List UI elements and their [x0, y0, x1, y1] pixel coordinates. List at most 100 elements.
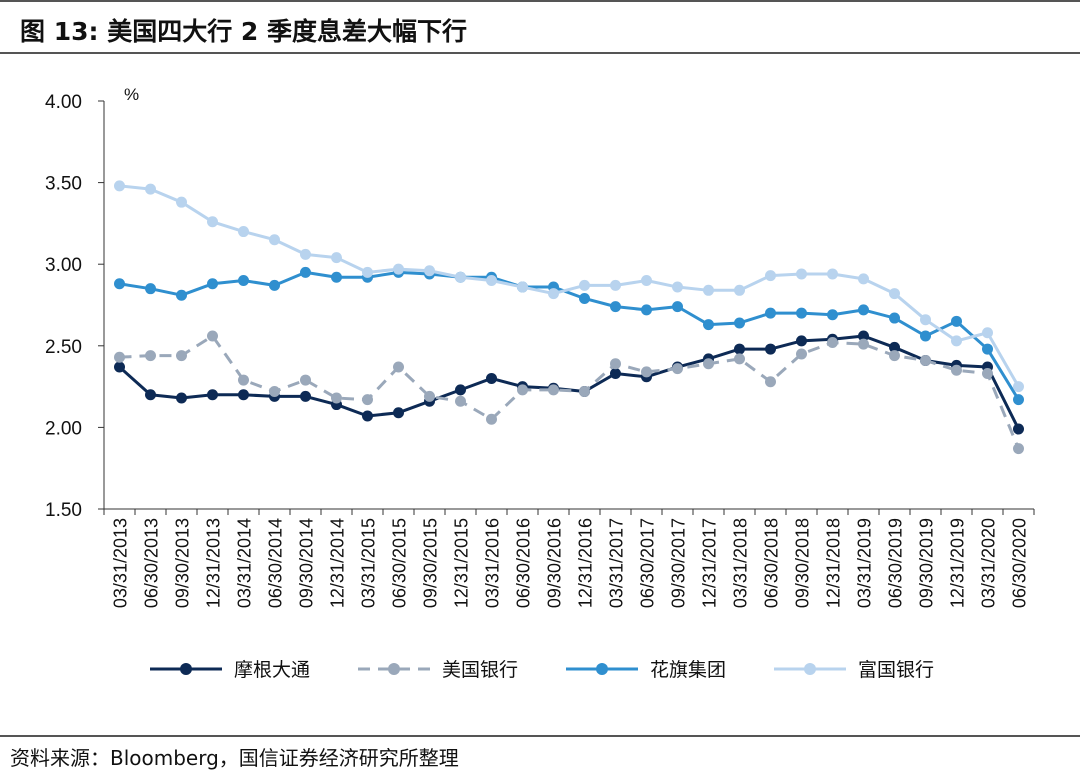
legend-item: 花旗集团	[566, 659, 726, 681]
data-point	[1013, 423, 1024, 435]
legend-swatch-marker	[596, 663, 608, 675]
data-point	[517, 384, 528, 396]
line-chart: % 4.00 3.50 3.00 2.50 2.00 1.50 03/31/2013 06/3…	[45, 85, 1035, 681]
data-point	[207, 389, 218, 401]
data-point	[455, 384, 466, 396]
legend-swatch-marker	[180, 663, 192, 675]
legend-label: 富国银行	[858, 659, 934, 681]
data-point	[1013, 394, 1024, 406]
data-point	[300, 390, 311, 402]
data-point	[300, 374, 311, 386]
series-line	[119, 270, 1020, 401]
data-point	[176, 392, 187, 404]
legend-item: 美国银行	[358, 659, 518, 681]
y-tick-label: 4.00	[45, 92, 82, 113]
data-point	[703, 358, 714, 370]
data-point	[517, 281, 528, 293]
top-rule	[0, 0, 1080, 2]
legend-item: 富国银行	[774, 659, 934, 681]
data-point	[548, 288, 559, 300]
x-tick-label: 09/30/2014	[297, 518, 317, 608]
x-tick-label: 12/31/2017	[700, 518, 720, 608]
data-point	[765, 343, 776, 355]
x-tick-label: 09/30/2016	[545, 518, 565, 608]
x-tick-label: 06/30/2019	[886, 518, 906, 608]
series-line	[119, 184, 1020, 388]
x-tick-label: 12/31/2014	[328, 518, 348, 608]
legend-swatch-marker	[804, 663, 816, 675]
data-point	[548, 384, 559, 396]
data-point	[579, 385, 590, 397]
data-point	[920, 314, 931, 326]
data-point	[114, 351, 125, 363]
data-point	[1013, 381, 1024, 393]
data-point	[176, 350, 187, 362]
data-point	[145, 350, 156, 362]
data-point	[796, 335, 807, 347]
source-note: 资料来源：Bloomberg，国信证券经济研究所整理	[10, 746, 459, 770]
y-tick-label: 3.50	[45, 174, 82, 195]
x-tick-label: 06/30/2013	[142, 518, 162, 608]
data-point	[238, 275, 249, 287]
data-point	[176, 289, 187, 301]
data-point	[610, 358, 621, 370]
y-tick-label: 3.00	[45, 255, 82, 276]
x-tick-label: 03/31/2018	[731, 518, 751, 608]
data-point	[269, 279, 280, 291]
data-point	[765, 270, 776, 282]
data-point	[734, 317, 745, 329]
legend-item: 摩根大通	[150, 659, 310, 681]
data-point	[331, 392, 342, 404]
data-point	[672, 281, 683, 293]
data-point	[393, 263, 404, 275]
series-2	[114, 330, 1024, 455]
x-tick-label: 12/31/2015	[452, 518, 472, 608]
data-point	[858, 338, 869, 350]
data-point	[145, 183, 156, 195]
data-point	[207, 216, 218, 228]
data-point	[424, 390, 435, 402]
data-point	[269, 234, 280, 246]
data-point	[858, 273, 869, 285]
y-unit-label: %	[124, 85, 139, 104]
data-point	[982, 327, 993, 339]
data-point	[362, 410, 373, 422]
data-point	[982, 368, 993, 380]
data-point	[889, 350, 900, 362]
data-point	[827, 268, 838, 280]
x-tick-label: 03/31/2019	[855, 518, 875, 608]
data-point	[889, 312, 900, 324]
data-point	[920, 354, 931, 366]
x-tick-label: 12/31/2016	[576, 518, 596, 608]
data-point	[1013, 443, 1024, 455]
data-point	[579, 292, 590, 304]
data-point	[672, 301, 683, 313]
data-point	[920, 330, 931, 342]
data-point	[734, 353, 745, 365]
data-point	[641, 275, 652, 287]
x-tick-label: 09/30/2017	[669, 518, 689, 608]
data-point	[858, 304, 869, 316]
data-point	[362, 266, 373, 278]
legend-swatch-marker	[388, 663, 400, 675]
y-tick-label: 1.50	[45, 500, 82, 521]
series-layer	[114, 180, 1024, 455]
data-point	[610, 279, 621, 291]
data-point	[238, 374, 249, 386]
data-point	[486, 413, 497, 425]
x-tick-label: 09/30/2013	[173, 518, 193, 608]
data-point	[331, 271, 342, 283]
data-point	[579, 279, 590, 291]
data-point	[176, 196, 187, 208]
data-point	[672, 363, 683, 375]
x-tick-label: 03/31/2020	[979, 518, 999, 608]
x-tick-label: 03/31/2015	[359, 518, 379, 608]
data-point	[734, 343, 745, 355]
data-point	[424, 265, 435, 277]
legend: 摩根大通 美国银行 花旗集团 富国银行	[150, 659, 934, 681]
y-tick-label: 2.00	[45, 418, 82, 439]
x-tick-label: 03/31/2017	[607, 518, 627, 608]
legend-label: 摩根大通	[234, 659, 310, 681]
x-tick-label: 03/31/2016	[483, 518, 503, 608]
series-line	[119, 334, 1020, 450]
